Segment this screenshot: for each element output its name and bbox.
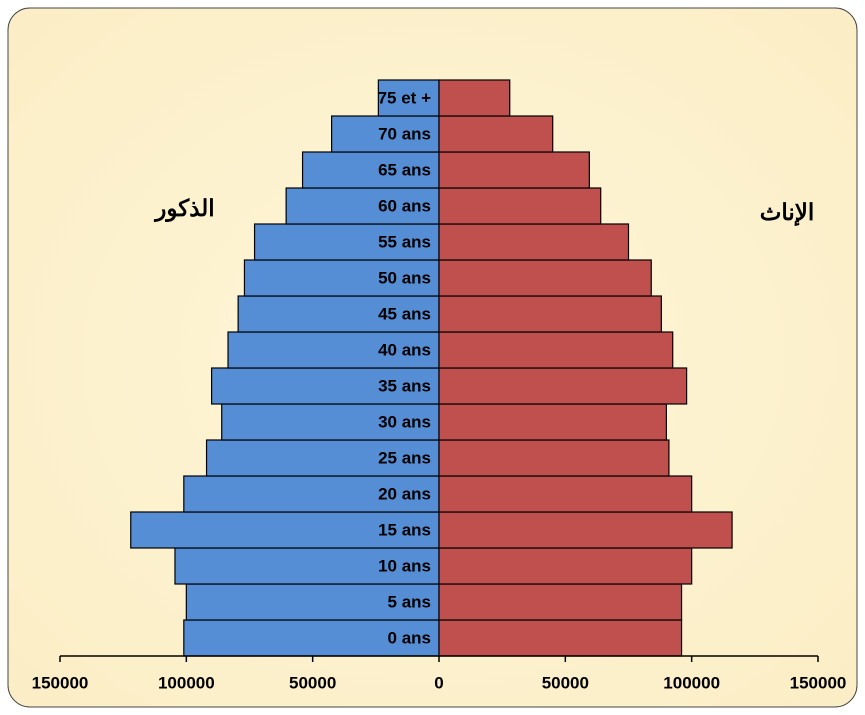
bar (438, 583, 683, 621)
x-tick-label: 0 (434, 673, 443, 692)
bar (438, 367, 688, 405)
category-label: 55 ans (378, 232, 431, 251)
bar (377, 79, 440, 117)
category-label: 25 ans (378, 448, 431, 467)
category-label: 70 ans (378, 124, 431, 143)
x-tick-label: 100000 (663, 673, 720, 692)
x-tick-label: 150000 (32, 673, 89, 692)
bar (438, 151, 590, 189)
bar (253, 223, 440, 261)
category-label: 20 ans (378, 484, 431, 503)
category-label: 0 ans (388, 628, 431, 647)
bar (227, 331, 440, 369)
bar (438, 511, 733, 549)
bar (174, 547, 440, 585)
bar (438, 619, 683, 657)
bar (438, 403, 667, 441)
category-label: 40 ans (378, 340, 431, 359)
bar (438, 259, 652, 297)
bar (183, 475, 440, 513)
bar (243, 259, 440, 297)
series-label: الذكور (153, 195, 214, 223)
category-label: 10 ans (378, 556, 431, 575)
category-label: 75 et + (378, 88, 431, 107)
bar (285, 187, 440, 225)
bar (130, 511, 440, 549)
bar (205, 439, 440, 477)
category-label: 45 ans (378, 304, 431, 323)
x-tick-label: 50000 (289, 673, 336, 692)
bar (331, 115, 440, 153)
category-label: 30 ans (378, 412, 431, 431)
category-label: 60 ans (378, 196, 431, 215)
bar (438, 547, 693, 585)
category-label: 50 ans (378, 268, 431, 287)
bar (438, 331, 674, 369)
bar (438, 79, 511, 117)
bar (438, 187, 602, 225)
category-label: 65 ans (378, 160, 431, 179)
bar (438, 115, 554, 153)
series-label: الإناث (760, 199, 815, 227)
bar (211, 367, 440, 405)
category-label: 35 ans (378, 376, 431, 395)
bar (438, 295, 662, 333)
bar (438, 223, 630, 261)
bar (183, 619, 440, 657)
x-tick-label: 50000 (542, 673, 589, 692)
category-label: 15 ans (378, 520, 431, 539)
bar (438, 475, 693, 513)
x-tick-label: 100000 (158, 673, 215, 692)
bar (438, 439, 670, 477)
category-label: 5 ans (388, 592, 431, 611)
x-tick-label: 150000 (790, 673, 847, 692)
